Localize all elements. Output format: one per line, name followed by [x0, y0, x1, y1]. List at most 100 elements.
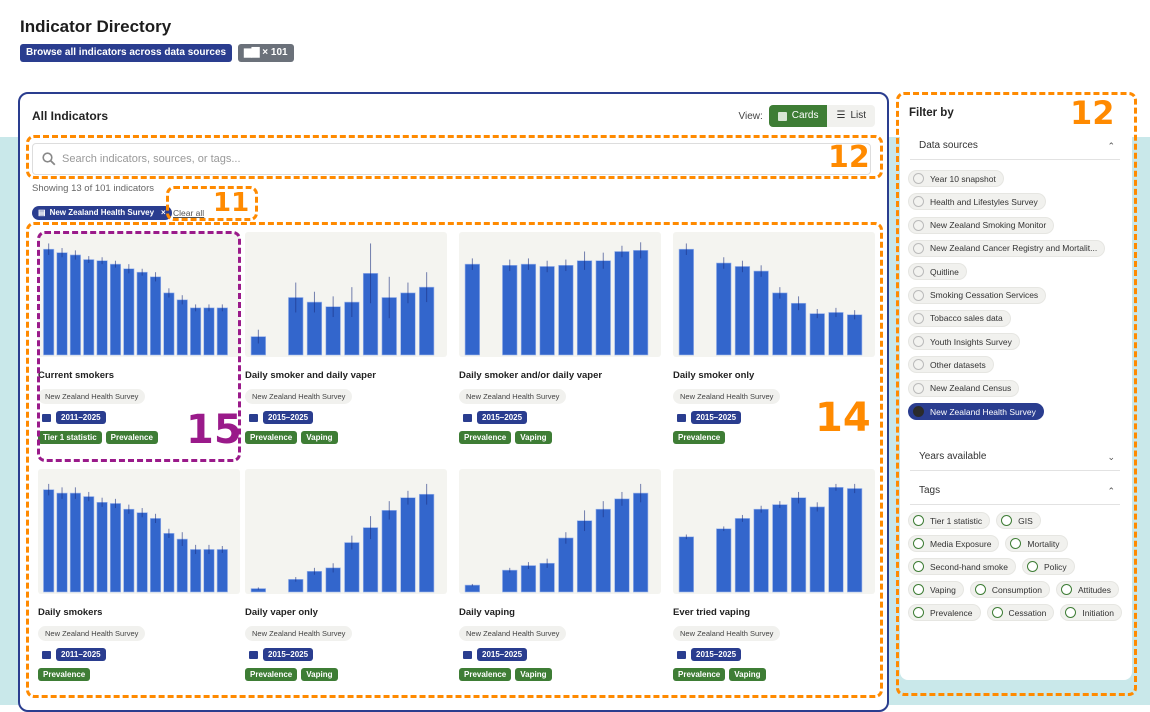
- tag-badge: Vaping: [515, 668, 552, 681]
- tag-filter-option[interactable]: Second-hand smoke: [908, 558, 1016, 575]
- tag-badge: Prevalence: [459, 431, 512, 444]
- active-filter-chip[interactable]: ▤ New Zealand Health Survey ×: [32, 206, 172, 220]
- chart-bar: [109, 503, 121, 593]
- data-source-option[interactable]: Other datasets: [908, 356, 994, 374]
- tag-filter-option[interactable]: Mortality: [1005, 535, 1068, 552]
- tag-filter-option[interactable]: Consumption: [969, 581, 1050, 598]
- indicator-card[interactable]: Daily smoker and/or daily vaper New Zeal…: [459, 232, 661, 444]
- tag-filter-option[interactable]: Tier 1 statistic: [908, 512, 991, 529]
- view-label: View:: [738, 110, 763, 122]
- calendar-icon: [677, 413, 686, 422]
- tag-filter-option[interactable]: Attitudes: [1055, 581, 1120, 598]
- chart-bar: [716, 262, 732, 356]
- chart-bar: [520, 565, 537, 593]
- checkbox-circle-icon: [913, 538, 924, 549]
- years-section-header[interactable]: Years available ⌄: [910, 443, 1120, 471]
- search-box[interactable]: [32, 143, 871, 175]
- chart-bar: [176, 538, 188, 593]
- data-source-option[interactable]: Youth Insights Survey: [908, 333, 1020, 351]
- checkbox-circle-icon: [913, 584, 924, 595]
- tag-filter-option[interactable]: Prevalence: [908, 604, 981, 621]
- chart-bar: [614, 498, 630, 593]
- chart-bar: [678, 248, 694, 356]
- data-source-option[interactable]: New Zealand Cancer Registry and Mortalit…: [908, 239, 1106, 257]
- chart-bar: [558, 537, 574, 593]
- chart-bar: [809, 313, 825, 356]
- chart-bar: [190, 307, 202, 356]
- indicator-card[interactable]: Daily vaper only New Zealand Health Surv…: [245, 469, 447, 681]
- radio-icon: [913, 406, 924, 417]
- checkbox-circle-icon: [913, 607, 924, 618]
- annotation-label-search: 12: [828, 140, 870, 175]
- chart-bar: [772, 292, 788, 356]
- data-source-option[interactable]: Smoking Cessation Services: [908, 286, 1047, 304]
- source-pill: New Zealand Health Survey: [673, 389, 781, 404]
- years-badge: 2011–2025: [56, 411, 106, 424]
- tag-filter-option[interactable]: GIS: [996, 512, 1041, 529]
- list-icon: ☰: [836, 110, 846, 121]
- chart-bar: [576, 520, 593, 593]
- annotation-label-clear: 11: [213, 188, 250, 218]
- card-title: Ever tried vaping: [673, 607, 751, 618]
- chart-bar: [847, 314, 863, 356]
- years-badge: 2015–2025: [263, 648, 314, 661]
- indicator-card[interactable]: Daily vaping New Zealand Health Survey 2…: [459, 469, 661, 681]
- chart-bar: [400, 497, 416, 593]
- source-pill: New Zealand Health Survey: [245, 389, 353, 404]
- indicator-card[interactable]: Daily smokers New Zealand Health Survey …: [38, 469, 240, 681]
- data-source-option[interactable]: Health and Lifestyles Survey: [908, 193, 1046, 211]
- card-title: Daily smoker and/or daily vaper: [459, 370, 603, 381]
- annotation-label-first-card: 15: [186, 407, 242, 453]
- data-sources-section-header[interactable]: Data sources ⌃: [910, 132, 1120, 160]
- count-badge: ▆▇ × 101: [238, 44, 294, 62]
- indicator-chart: [459, 469, 661, 594]
- chart-bar: [123, 508, 135, 593]
- data-source-option[interactable]: Tobacco sales data: [908, 309, 1011, 327]
- radio-icon: [913, 336, 924, 348]
- data-source-option[interactable]: New Zealand Smoking Monitor: [908, 216, 1055, 234]
- tag-badge: Prevalence: [673, 431, 726, 444]
- tag-filter-option[interactable]: Vaping: [908, 581, 964, 598]
- chart-bar: [190, 549, 202, 593]
- annotation-label-grid: 14: [815, 395, 871, 441]
- data-source-option[interactable]: New Zealand Census: [908, 379, 1020, 397]
- tag-filter-option[interactable]: Media Exposure: [908, 535, 1000, 552]
- search-input[interactable]: [62, 153, 762, 165]
- tag-filter-option[interactable]: Policy: [1021, 558, 1075, 575]
- indicator-card[interactable]: Current smokers New Zealand Health Surve…: [38, 232, 240, 444]
- grid-icon: [777, 111, 787, 121]
- view-list-button[interactable]: ☰ List: [827, 105, 875, 127]
- source-pill: New Zealand Health Survey: [459, 389, 567, 404]
- indicator-card[interactable]: Daily smoker and daily vaper New Zealand…: [245, 232, 447, 444]
- chart-bar: [150, 518, 162, 593]
- clear-all-link[interactable]: Clear all: [173, 208, 205, 218]
- tag-filter-option[interactable]: Initiation: [1060, 604, 1123, 621]
- chart-bar: [502, 264, 518, 356]
- indicator-chart: [245, 469, 447, 594]
- indicator-card[interactable]: Daily smoker only New Zealand Health Sur…: [673, 232, 875, 444]
- view-cards-button[interactable]: Cards: [768, 105, 828, 127]
- calendar-icon: [249, 413, 258, 422]
- checkbox-circle-icon: [1060, 584, 1072, 595]
- chevron-up-icon: ⌃: [1107, 141, 1115, 151]
- chart-bar: [790, 497, 807, 593]
- checkbox-circle-icon: [991, 607, 1003, 618]
- chart-bar: [163, 533, 175, 593]
- chevron-up-icon: ⌃: [1107, 486, 1115, 496]
- data-source-option[interactable]: Year 10 snapshot: [908, 170, 1004, 187]
- bar-chart-icon: ▆▇: [244, 47, 263, 58]
- filter-sidebar: Filter by Data sources ⌃ Year 10 snapshot…: [900, 95, 1132, 680]
- tags-section-header[interactable]: Tags ⌃: [910, 477, 1120, 505]
- tag-badge: Prevalence: [245, 668, 298, 681]
- chart-bar: [136, 512, 148, 593]
- indicator-card[interactable]: Ever tried vaping New Zealand Health Sur…: [673, 469, 875, 681]
- chart-bar: [216, 307, 228, 356]
- remove-filter-icon[interactable]: ×: [161, 208, 166, 217]
- chart-bar: [203, 307, 215, 356]
- data-source-option[interactable]: Quitline: [908, 263, 967, 281]
- card-title: Daily smoker only: [673, 370, 755, 381]
- data-source-option[interactable]: New Zealand Health Survey: [908, 403, 1044, 420]
- source-pill: New Zealand Health Survey: [673, 626, 781, 641]
- calendar-icon: [463, 413, 472, 422]
- tag-filter-option[interactable]: Cessation: [986, 604, 1055, 621]
